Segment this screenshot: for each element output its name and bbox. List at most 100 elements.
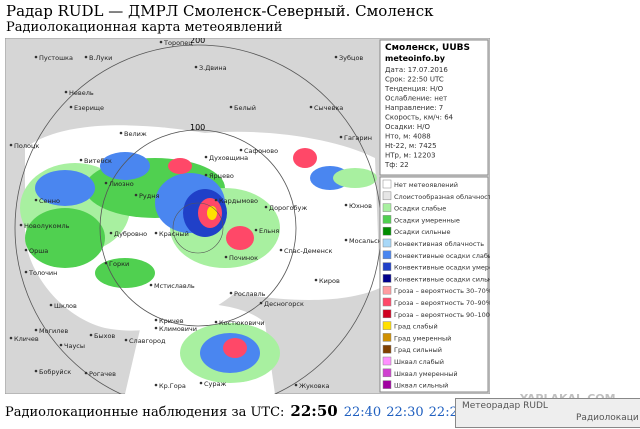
city-dot: [24, 248, 28, 252]
info-lines: Дата: 17.07.2016 Срок: 22:50 UTCТенденция…: [384, 66, 454, 169]
city-label: Сураж: [204, 380, 226, 388]
city-label: Мосальск: [349, 237, 382, 245]
legend-label: Гроза – вероятность 70–90%: [394, 299, 490, 307]
city-dot: [199, 381, 203, 385]
city-dot: [344, 203, 348, 207]
city-dot: [19, 223, 23, 227]
city-dot: [314, 278, 318, 282]
city-label: Сафоново: [244, 147, 278, 155]
city-label: Кличев: [14, 335, 39, 343]
tooltip-title: Метеорадар RUDL: [462, 401, 548, 411]
city-labels: Торопец Пустошка В.Луки З.Двина Зубцов Невель…: [9, 39, 382, 390]
city-dot: [69, 105, 73, 109]
footer-label: Радиолокационные наблюдения за UTC:: [5, 405, 285, 420]
city-dot: [309, 105, 313, 109]
legend: Нет метеоявлений Слоистообразная облачнос…: [382, 179, 490, 390]
city-dot: [154, 318, 158, 322]
city-dot: [49, 303, 53, 307]
page-subtitle: Радиолокационная карта метеоявлений: [6, 20, 283, 35]
city-label: Зубцов: [339, 54, 363, 62]
city-dot: [89, 333, 93, 337]
legend-label: Конвективные осадки слабые: [394, 252, 490, 260]
city-label: Могилев: [39, 327, 68, 335]
time-link[interactable]: 22:40: [343, 405, 382, 420]
city-label: Кричев: [159, 317, 184, 325]
legend-swatch: [382, 321, 392, 330]
city-dot: [279, 248, 283, 252]
info-line: Ослабление: нет: [385, 95, 447, 103]
legend-label: Нет метеоявлений: [394, 181, 458, 189]
time-link[interactable]: 22:30: [386, 405, 424, 420]
legend-label: Шквал сильный: [394, 382, 448, 390]
city-label: Сычевка: [314, 104, 343, 112]
city-dot: [259, 301, 263, 305]
city-dot: [344, 238, 348, 242]
city-dot: [24, 270, 28, 274]
city-dot: [149, 283, 153, 287]
ring-label: 200: [190, 38, 205, 45]
info-box: [379, 39, 489, 176]
city-label: Чаусы: [64, 342, 85, 350]
city-label: Быхов: [94, 332, 115, 340]
city-dot: [214, 198, 218, 202]
city-dot: [34, 369, 38, 373]
legend-label: Конвективные осадки умерен.: [394, 264, 490, 272]
city-label: Езерище: [74, 104, 104, 112]
info-line: Hто, м: 4088: [385, 133, 431, 141]
city-dot: [84, 55, 88, 59]
legend-swatch: [382, 356, 392, 366]
city-label: Новолукомль: [24, 222, 70, 230]
city-label: Дорогобуж: [269, 204, 307, 212]
city-dot: [204, 155, 208, 159]
info-line: Ht-22, м: 7425: [385, 142, 437, 150]
city-label: Десногорск: [264, 300, 304, 308]
city-label: В.Луки: [89, 54, 112, 62]
city-label: Пустошка: [39, 54, 73, 62]
legend-swatch: [382, 238, 392, 248]
city-label: Витебск: [84, 157, 112, 165]
city-dot: [229, 105, 233, 109]
city-label: Торопец: [163, 39, 193, 47]
legend-label: Шквал умеренный: [394, 370, 458, 378]
page-title: Радар RUDL — ДМРЛ Смоленск-Северный. Смо…: [6, 2, 434, 20]
city-label: З.Двина: [199, 64, 227, 72]
city-dot: [339, 135, 343, 139]
station-name: Смоленск, UUBS: [385, 43, 470, 53]
city-label: Орша: [29, 247, 48, 255]
city-dot: [154, 231, 158, 235]
city-dot: [119, 131, 123, 135]
city-dot: [104, 181, 108, 185]
legend-label: Град умеренный: [394, 334, 451, 342]
city-dot: [204, 173, 208, 177]
city-dot: [154, 383, 158, 387]
city-label: Рославль: [234, 290, 266, 298]
legend-label: Слоистообразная облачность: [394, 193, 490, 201]
city-label: Ельня: [259, 227, 279, 235]
tooltip: Метеорадар RUDL Радиолокаци: [455, 398, 640, 428]
city-label: Горки: [109, 260, 129, 268]
legend-swatch: [382, 368, 392, 378]
legend-label: Гроза – вероятность 30–70%: [394, 287, 490, 295]
city-dot: [194, 65, 198, 69]
city-dot: [254, 228, 258, 232]
city-label: Кардымово: [219, 197, 258, 205]
city-label: Рогачев: [89, 370, 116, 378]
city-dot: [124, 338, 128, 342]
info-line: Осадки: Н/О: [385, 123, 430, 131]
legend-swatch: [382, 262, 392, 271]
station-site: meteoinfo.by: [385, 54, 446, 63]
legend-label: Осадки слабые: [394, 205, 446, 213]
city-label: Велиж: [124, 130, 147, 138]
legend-swatch: [382, 309, 392, 319]
city-label: Климовичи: [159, 325, 197, 333]
legend-label: Конвективные осадки сильные: [394, 275, 490, 283]
legend-swatch: [382, 250, 392, 260]
current-time: 22:50: [290, 402, 338, 420]
city-label: Шклов: [54, 302, 77, 310]
info-line: Tф: 22: [384, 161, 409, 169]
info-line: Скорость, км/ч: 64: [385, 114, 454, 122]
legend-swatch: [382, 344, 392, 354]
city-label: Киров: [319, 277, 340, 285]
city-dot: [34, 328, 38, 332]
